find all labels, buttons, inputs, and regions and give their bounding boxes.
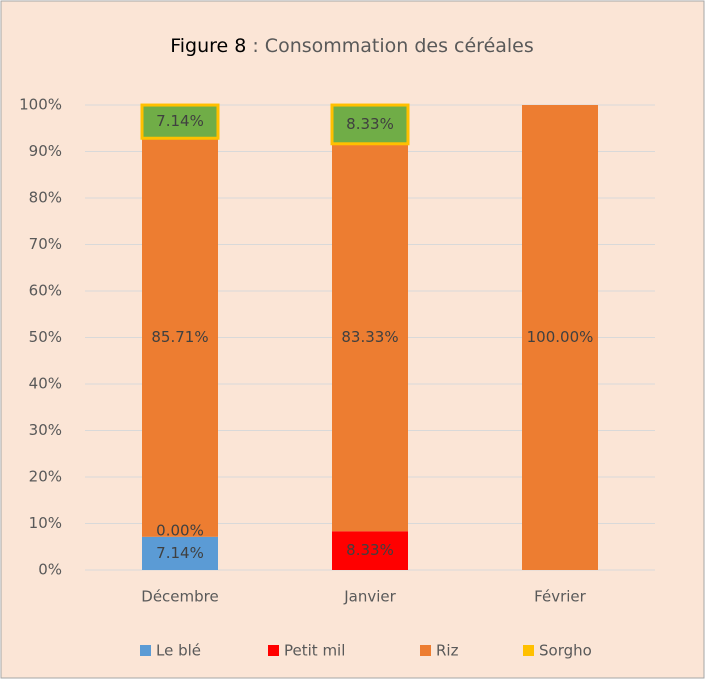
data-label: 8.33%: [346, 115, 394, 133]
legend-swatch: [420, 645, 431, 656]
data-label: 8.33%: [346, 541, 394, 559]
legend-label: Riz: [436, 642, 459, 660]
y-tick-label: 0%: [38, 561, 62, 579]
bar-segment: [142, 536, 218, 570]
legend-swatch: [523, 645, 534, 656]
y-tick-label: 40%: [29, 375, 62, 393]
legend-swatch: [140, 645, 151, 656]
data-label: 100.00%: [527, 328, 594, 346]
y-tick-label: 20%: [29, 468, 62, 486]
legend-label: Petit mil: [284, 642, 345, 660]
bar-segment: [330, 103, 410, 146]
figure-label: Figure 8: [170, 35, 246, 57]
bar-segment: [140, 103, 220, 140]
y-tick-label: 100%: [19, 96, 62, 114]
data-label: 83.33%: [341, 328, 398, 346]
y-tick-label: 10%: [29, 514, 62, 532]
bar-segment: [332, 143, 408, 532]
x-tick-label: Décembre: [141, 588, 218, 606]
bar-segment: [142, 138, 218, 537]
y-tick-label: 30%: [29, 421, 62, 439]
data-label: 85.71%: [151, 328, 208, 346]
bar-segment: [522, 105, 598, 570]
data-label: 0.00%: [156, 521, 204, 539]
legend-label: Sorgho: [539, 642, 592, 660]
chart-title-group: Figure 8 : Consommation des céréales: [170, 35, 534, 57]
x-tick-label: Février: [534, 588, 586, 606]
y-tick-label: 80%: [29, 189, 62, 207]
data-label: 7.14%: [156, 544, 204, 562]
y-tick-label: 50%: [29, 328, 62, 346]
legend-swatch: [268, 645, 279, 656]
y-tick-label: 90%: [29, 142, 62, 160]
y-tick-label: 70%: [29, 235, 62, 253]
y-tick-label: 60%: [29, 282, 62, 300]
x-tick-label: Janvier: [343, 588, 396, 606]
bar-segment: [332, 531, 408, 570]
data-label: 7.14%: [156, 112, 204, 130]
legend-label: Le blé: [156, 642, 201, 660]
chart-title: : Consommation des céréales: [252, 35, 533, 57]
